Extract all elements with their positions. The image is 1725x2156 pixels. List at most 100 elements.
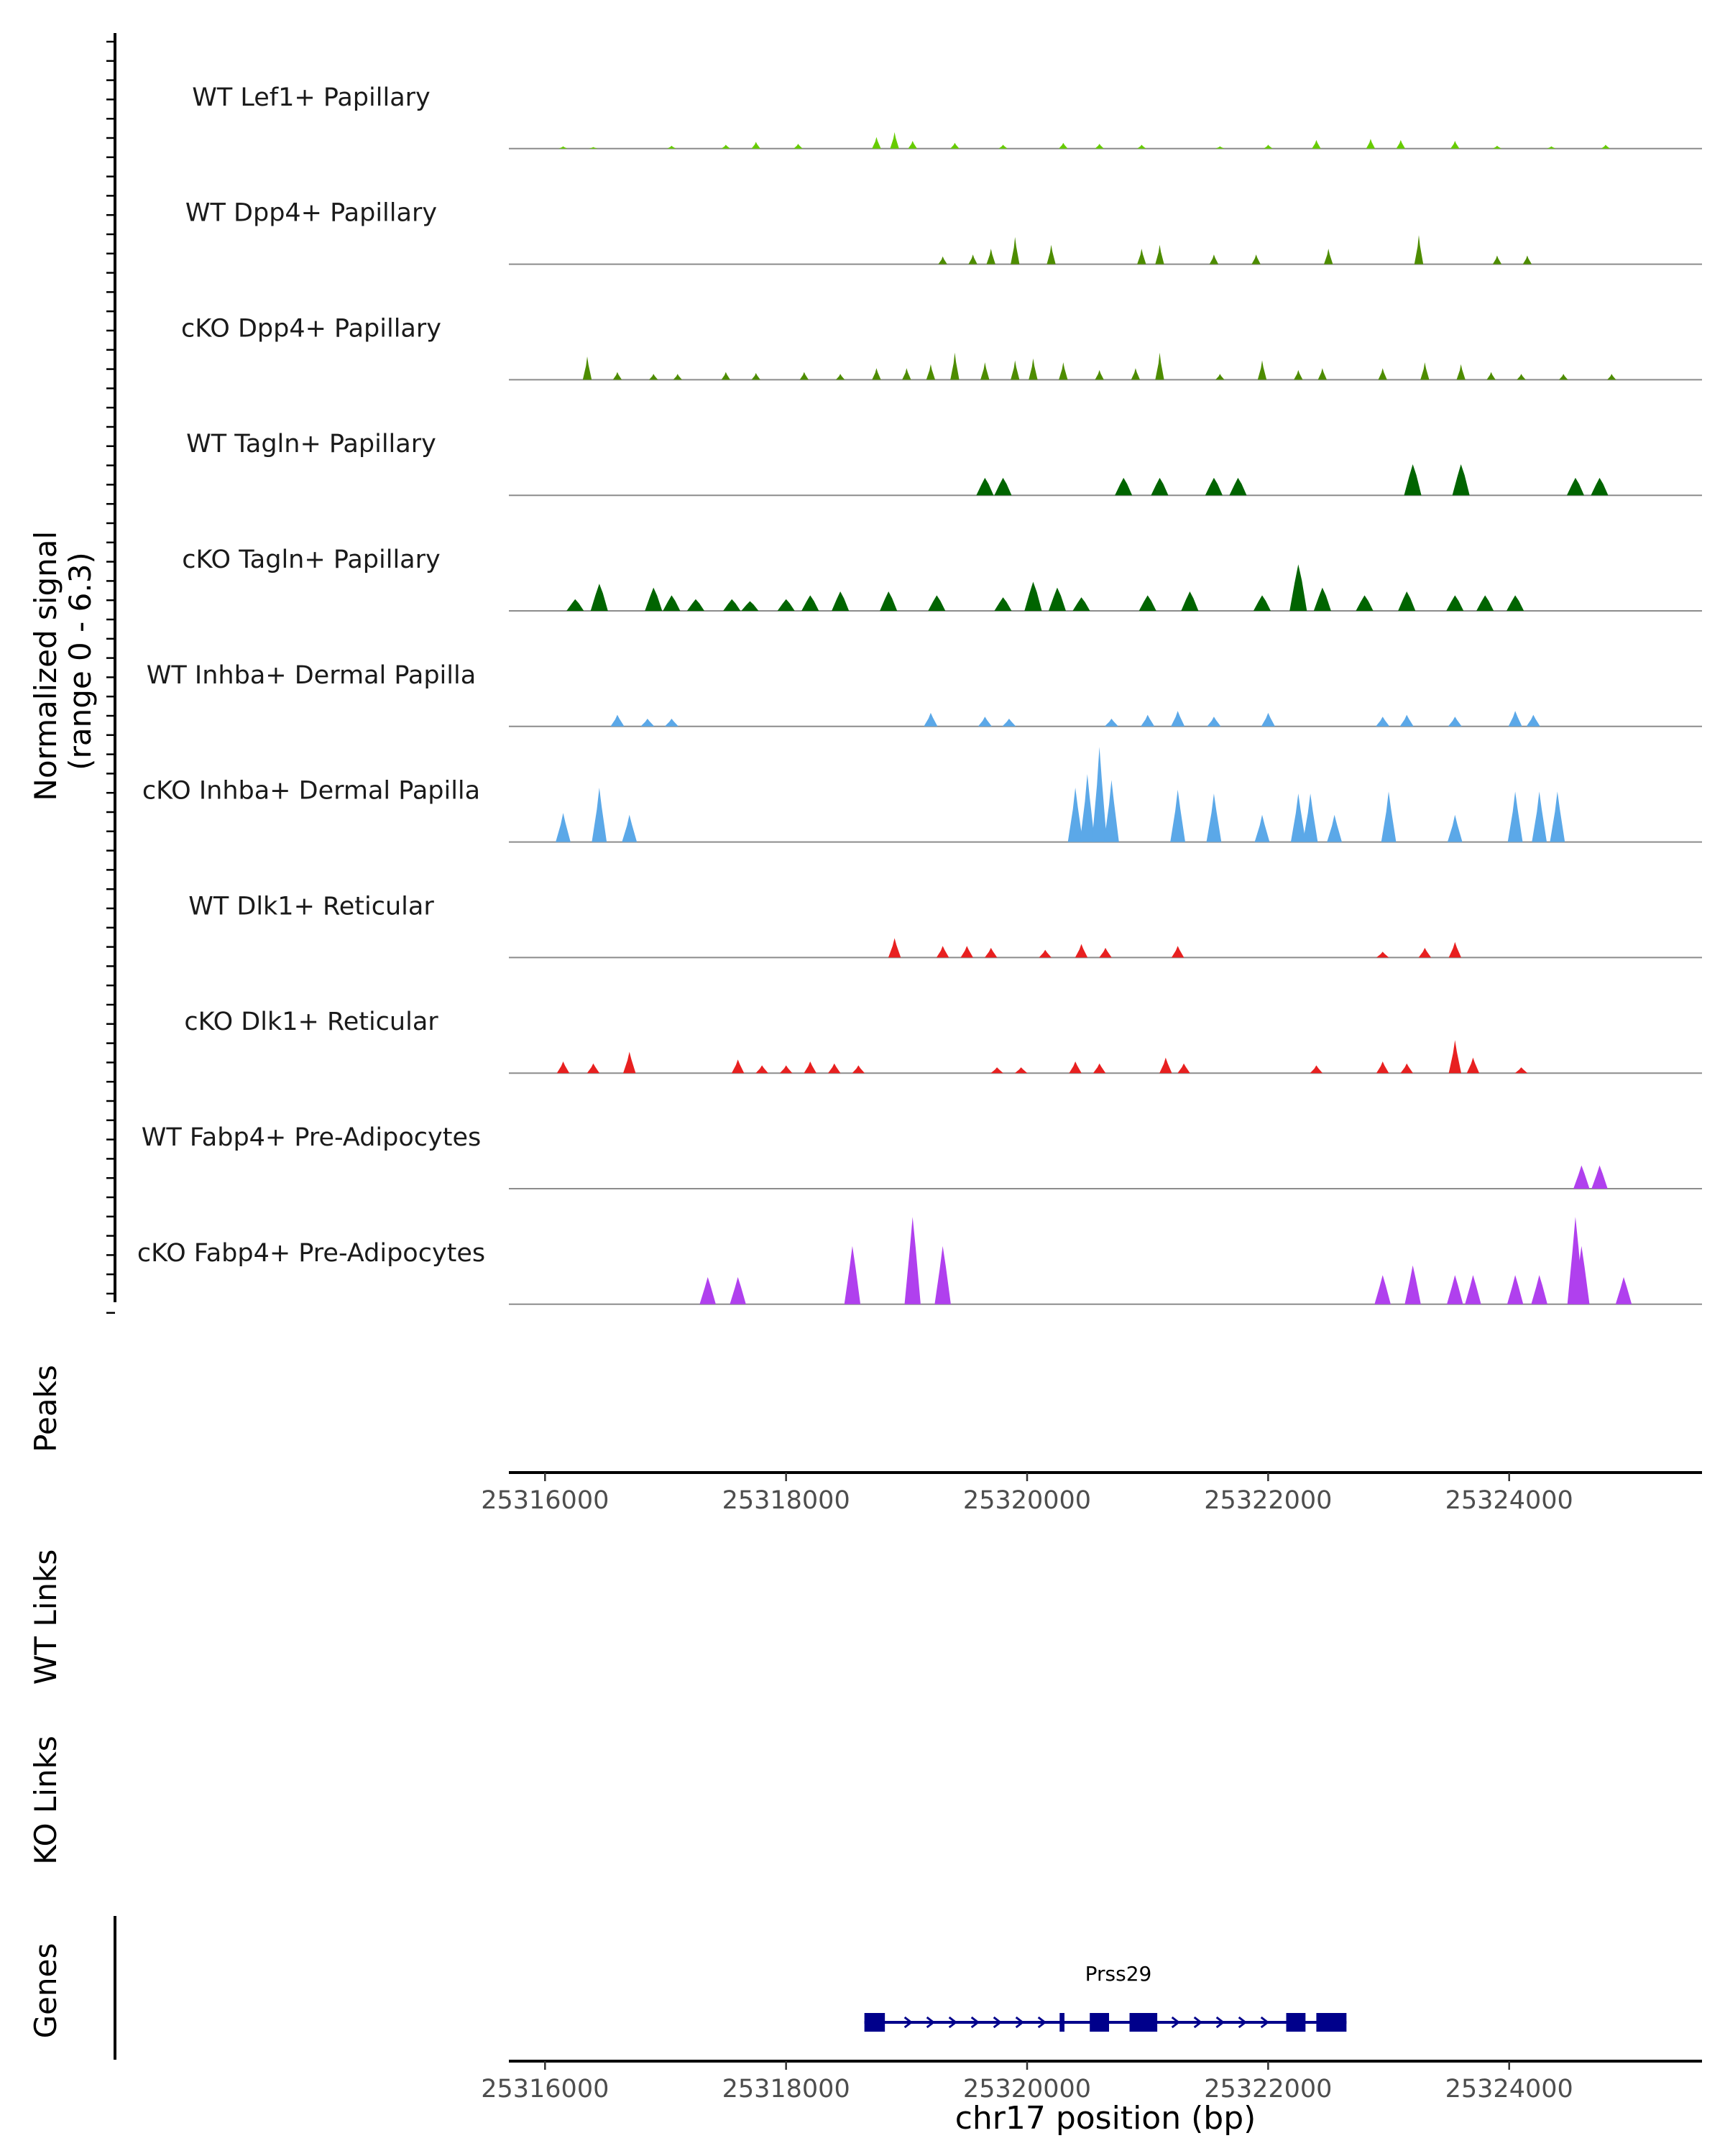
track-label: cKO Tagln+ Papillary (182, 545, 441, 574)
signal-peak (1229, 477, 1247, 496)
x-tick-label: 25318000 (722, 1486, 850, 1515)
track-label: cKO Fabp4+ Pre-Adipocytes (137, 1239, 485, 1268)
signal-peak (950, 142, 960, 149)
signal-peak (1059, 142, 1068, 149)
signal-peak (1264, 144, 1273, 149)
signal-peak (968, 254, 978, 264)
signal-peak (1170, 789, 1185, 842)
signal-peak (699, 1277, 716, 1304)
signal-peak (880, 591, 898, 611)
signal-peak (1601, 144, 1611, 149)
signal-peak (1522, 255, 1532, 264)
signal-peak (835, 374, 845, 380)
signal-peak (1181, 591, 1199, 611)
signal-peak (934, 1245, 951, 1304)
signal-peak (1215, 146, 1225, 149)
signal-peak (1517, 374, 1526, 380)
coverage-tracks: WT Lef1+ Papillary WT Dpp4+ Papillary cKO … (137, 83, 1702, 1305)
gene-track: Prss29 (864, 1962, 1347, 2032)
signal-peak (1002, 719, 1016, 727)
signal-peak (1317, 368, 1327, 380)
signal-peak (590, 584, 608, 611)
strand-arrow (970, 2016, 980, 2029)
signal-peak (1374, 1275, 1391, 1304)
signal-peak (1418, 947, 1432, 958)
signal-peak (1177, 1063, 1190, 1074)
signal-peak (1607, 374, 1616, 380)
signal-axis-ticks (106, 40, 115, 1314)
signal-peak (1206, 793, 1222, 842)
signal-axis-label-line1: Normalized signal (28, 531, 63, 801)
track-label: cKO Inhba+ Dermal Papilla (142, 777, 480, 806)
signal-peak (610, 714, 625, 727)
gene-exon (1316, 2013, 1347, 2032)
strand-arrow (1238, 2016, 1248, 2029)
signal-peak (960, 946, 973, 958)
signal-peak (1131, 368, 1141, 380)
signal-peak (1404, 464, 1422, 496)
genes-x-axis: 25316000 25318000 25320000 25322000 25324000 (481, 2061, 1573, 2104)
signal-peak (1092, 1063, 1106, 1074)
signal-peak (1591, 477, 1609, 496)
signal-peak (1376, 717, 1390, 727)
signal-peak (667, 145, 676, 149)
signal-peak (622, 814, 638, 842)
track: WT Dpp4+ Papillary (185, 199, 1702, 265)
signal-peak (1376, 952, 1389, 958)
signal-peak (1448, 717, 1462, 727)
signal-peak (1207, 717, 1221, 727)
signal-peak (721, 144, 730, 149)
gene-exon (1129, 2013, 1158, 2032)
signal-peak (1400, 1063, 1413, 1074)
track-label: cKO Dlk1+ Reticular (184, 1008, 438, 1036)
signal-peak (1253, 595, 1271, 611)
signal-peak (1209, 254, 1219, 264)
signal-peak (1171, 946, 1184, 958)
signal-peak (645, 587, 663, 611)
signal-peak (888, 938, 901, 958)
signal-peak (1566, 477, 1584, 496)
signal-peak (1615, 1277, 1632, 1304)
signal-peak (1138, 595, 1156, 611)
signal-axis-label: Normalized signal (range 0 - 6.3) (28, 521, 98, 801)
signal-peak (1492, 255, 1502, 264)
signal-peak (986, 249, 995, 264)
signal-peak (1313, 587, 1331, 611)
signal-peak (1514, 1067, 1528, 1074)
signal-peak (1573, 1165, 1590, 1189)
genes-label: Genes (28, 1943, 63, 2039)
peaks-x-axis: 25316000 25318000 25320000 25322000 25324000 (481, 1473, 1573, 1515)
signal-peak (1506, 1275, 1524, 1304)
signal-peak (976, 477, 994, 496)
signal-peak (950, 352, 960, 380)
signal-peak (777, 599, 795, 611)
signal-peak (1137, 249, 1146, 264)
x-tick-label: 25320000 (963, 2075, 1091, 2104)
signal-peak (1289, 564, 1307, 611)
signal-peak (1404, 1265, 1421, 1304)
signal-peak (673, 374, 682, 380)
peaks-label: Peaks (28, 1365, 63, 1452)
track: cKO Tagln+ Papillary (182, 545, 1702, 612)
strand-arrow (948, 2016, 958, 2029)
signal-peak (1104, 719, 1118, 727)
strand-arrow (993, 2016, 1003, 2029)
track-label: WT Dlk1+ Reticular (188, 892, 434, 921)
track-label: cKO Dpp4+ Papillary (181, 314, 441, 343)
x-tick-label: 25322000 (1204, 1486, 1332, 1515)
signal-peak (723, 599, 741, 611)
signal-peak (556, 1061, 570, 1074)
signal-peak (755, 1065, 768, 1074)
signal-peak (1302, 793, 1318, 842)
signal-peak (556, 813, 571, 842)
signal-peak (1456, 364, 1466, 380)
x-tick-label: 25320000 (963, 1486, 1091, 1515)
signal-peak (664, 719, 678, 727)
track: cKO Dpp4+ Papillary (181, 314, 1702, 381)
strand-arrow (1171, 2016, 1181, 2029)
signal-peak (872, 368, 881, 380)
signal-peak (998, 144, 1008, 149)
signal-peak (751, 373, 760, 380)
gene-exon (864, 2013, 886, 2032)
